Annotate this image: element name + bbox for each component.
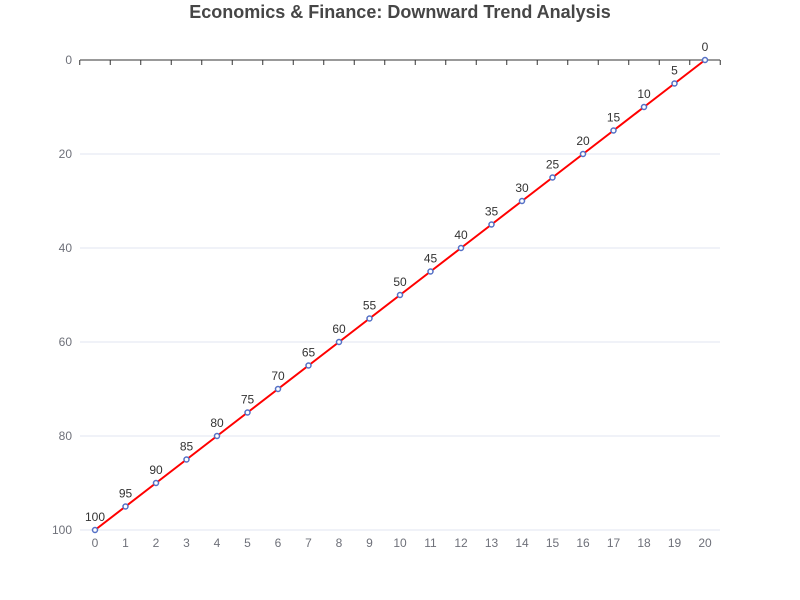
- data-point: [610, 127, 617, 134]
- y-tick-label: 80: [59, 429, 73, 443]
- data-point: [488, 221, 495, 228]
- y-tick-label: 100: [52, 523, 72, 537]
- x-tick-label: 0: [92, 536, 99, 550]
- x-tick-label: 18: [637, 536, 651, 550]
- x-tick-label: 19: [668, 536, 682, 550]
- data-point: [183, 456, 190, 463]
- data-label: 60: [332, 322, 346, 336]
- data-label: 90: [149, 463, 163, 477]
- data-point: [701, 56, 709, 64]
- x-tick-label: 15: [546, 536, 560, 550]
- data-label: 45: [424, 252, 438, 266]
- x-tick-label: 8: [336, 536, 343, 550]
- x-tick-label: 11: [424, 536, 437, 550]
- data-point: [640, 103, 648, 111]
- data-point: [549, 174, 556, 181]
- data-label: 30: [515, 181, 529, 195]
- data-point: [396, 291, 404, 299]
- data-point: [518, 197, 526, 205]
- x-tick-label: 20: [698, 536, 712, 550]
- series-layer: [91, 56, 709, 534]
- y-tick-label: 20: [59, 147, 73, 161]
- x-tick-label: 14: [515, 536, 529, 550]
- data-label: 25: [546, 158, 560, 172]
- data-label: 100: [85, 510, 105, 524]
- data-point: [366, 315, 373, 322]
- data-point: [457, 244, 465, 252]
- data-labels: 1009590858075706560555045403530252015105…: [85, 40, 709, 524]
- data-point: [244, 409, 251, 416]
- y-tick-label: 60: [59, 335, 73, 349]
- chart-title: Economics & Finance: Downward Trend Anal…: [189, 2, 611, 22]
- data-label: 70: [271, 369, 285, 383]
- x-tick-label: 9: [366, 536, 373, 550]
- data-label: 65: [302, 346, 316, 360]
- data-label: 75: [241, 393, 255, 407]
- data-point: [427, 268, 434, 275]
- x-tick-label: 10: [393, 536, 407, 550]
- data-point: [274, 385, 282, 393]
- data-label: 50: [393, 275, 407, 289]
- data-label: 5: [671, 64, 678, 78]
- x-tick-label: 16: [576, 536, 590, 550]
- data-label: 40: [454, 228, 468, 242]
- x-tick-label: 3: [183, 536, 190, 550]
- data-point: [579, 150, 587, 158]
- x-tick-label: 6: [275, 536, 282, 550]
- grid-lines: [80, 153, 720, 531]
- data-label: 35: [485, 205, 499, 219]
- x-tick-label: 12: [454, 536, 468, 550]
- data-label: 85: [180, 440, 194, 454]
- data-point: [671, 80, 678, 87]
- data-point: [122, 503, 129, 510]
- y-tick-label: 0: [65, 53, 72, 67]
- data-label: 55: [363, 299, 377, 313]
- data-point: [152, 479, 160, 487]
- data-point: [213, 432, 221, 440]
- data-label: 0: [702, 40, 709, 54]
- x-tick-label: 7: [305, 536, 312, 550]
- data-point: [305, 362, 312, 369]
- data-point: [91, 526, 99, 534]
- x-tick-label: 17: [607, 536, 621, 550]
- data-point: [335, 338, 343, 346]
- x-tick-label: 13: [485, 536, 499, 550]
- x-tick-label: 5: [244, 536, 251, 550]
- data-label: 95: [119, 487, 133, 501]
- x-tick-label: 2: [153, 536, 160, 550]
- data-label: 10: [637, 87, 651, 101]
- x-tick-label: 1: [122, 536, 129, 550]
- x-tick-label: 4: [214, 536, 221, 550]
- data-label: 15: [607, 111, 621, 125]
- data-label: 80: [210, 416, 224, 430]
- data-label: 20: [576, 134, 590, 148]
- y-tick-label: 40: [59, 241, 73, 255]
